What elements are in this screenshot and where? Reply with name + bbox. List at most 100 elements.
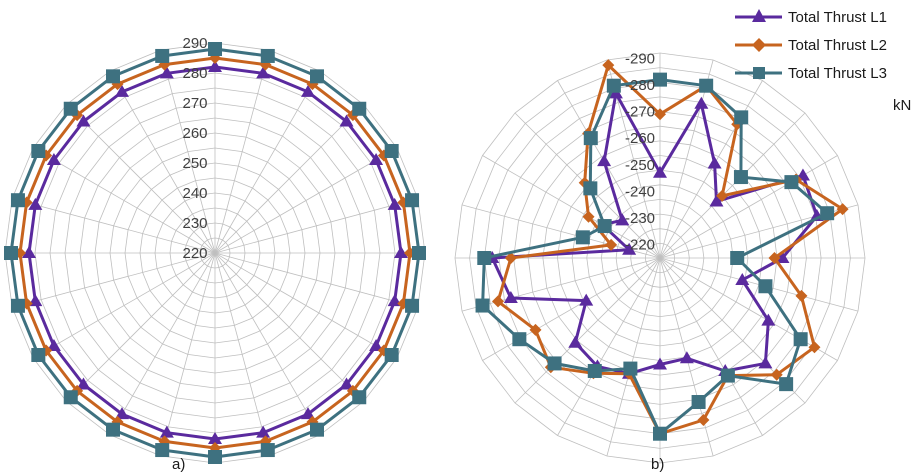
- data-point-l3-b: [779, 377, 794, 392]
- data-point-l1-a: [387, 197, 402, 210]
- data-point-l3-b: [720, 368, 735, 383]
- data-point-l1-b: [653, 165, 667, 178]
- legend-item-l3: Total Thrust L3: [735, 65, 887, 82]
- data-point-l3-a: [405, 298, 420, 313]
- grid-spoke: [109, 70, 216, 254]
- tick-label: 240: [182, 185, 207, 202]
- grid-spoke: [514, 257, 661, 404]
- grid-spoke: [214, 147, 398, 254]
- data-point-l3-b: [691, 395, 706, 410]
- data-point-l3-b: [512, 332, 527, 347]
- grid-spoke: [557, 257, 661, 436]
- data-point-l1-b: [709, 194, 724, 207]
- data-point-l1-b: [653, 357, 667, 370]
- data-point-l3-a: [63, 390, 78, 405]
- grid-spoke: [659, 112, 806, 259]
- grid-spoke: [160, 252, 216, 456]
- data-point-l3-a: [10, 298, 25, 313]
- legend-label-l3: Total Thrust L3: [788, 65, 887, 82]
- data-point-l3-a: [155, 48, 170, 63]
- data-point-l1-a: [76, 114, 91, 127]
- legend-marker-l3: [753, 67, 765, 79]
- data-point-l1-b: [694, 96, 709, 109]
- grid-spoke: [482, 257, 661, 361]
- data-point-l1-a: [159, 425, 174, 438]
- tick-label: 290: [182, 35, 207, 52]
- data-point-l3-b: [477, 251, 492, 265]
- data-point-l1-a: [339, 114, 354, 127]
- data-point-l3-b: [575, 230, 590, 245]
- grid-spoke: [214, 252, 270, 456]
- data-point-l2-b: [529, 323, 542, 336]
- unit-label: kN: [893, 97, 911, 114]
- data-point-l3-b: [758, 279, 773, 294]
- data-point-l1-a: [208, 432, 222, 444]
- grid-spoke: [214, 252, 364, 402]
- grid-spoke: [606, 257, 661, 457]
- data-point-l1-a: [394, 246, 408, 258]
- data-point-l2-b: [602, 59, 615, 72]
- grid-spoke: [659, 257, 763, 436]
- data-point-l1-a: [159, 66, 174, 79]
- data-point-l3-a: [310, 69, 324, 84]
- data-point-l2-b: [491, 295, 504, 308]
- radar-chart-b: -220 -230 -240 -250 -260 -270 -280 -290: [454, 50, 866, 464]
- grid-spoke: [557, 80, 661, 259]
- data-point-l3-b: [583, 131, 598, 146]
- data-point-l3-b: [733, 170, 748, 185]
- panel-label-b: b): [651, 456, 664, 473]
- legend-item-l2: Total Thrust L2: [735, 37, 887, 54]
- data-point-l3-b: [784, 175, 799, 190]
- data-point-l1-b: [579, 293, 594, 306]
- grid-spoke: [214, 104, 364, 254]
- grid-spoke: [659, 257, 838, 361]
- data-point-l2-b: [582, 210, 595, 223]
- data-point-l1-a: [369, 339, 384, 351]
- tick-label: -230: [625, 210, 655, 227]
- grid-spoke: [214, 70, 321, 254]
- legend-item-l1: Total Thrust L1: [735, 9, 887, 26]
- data-point-l3-b: [793, 332, 808, 347]
- data-point-l3-a: [63, 101, 78, 116]
- data-point-l3-a: [208, 42, 222, 56]
- data-point-l3-b: [583, 181, 598, 196]
- data-point-l1-a: [46, 339, 61, 351]
- data-point-l3-b: [734, 110, 749, 125]
- legend-label-l2: Total Thrust L2: [788, 37, 887, 54]
- grid-spoke: [659, 80, 763, 259]
- data-point-l1-a: [339, 377, 354, 390]
- data-point-l3-b: [653, 72, 667, 87]
- data-point-l3-a: [260, 443, 275, 458]
- data-point-l2-b: [716, 189, 729, 202]
- tick-label: -270: [625, 104, 655, 121]
- data-point-l1-a: [28, 197, 43, 210]
- grid-spoke: [66, 104, 216, 254]
- data-point-l1-b: [707, 156, 722, 169]
- data-point-l1-b: [735, 273, 750, 286]
- grid-spoke: [214, 252, 321, 436]
- grid-spoke: [32, 252, 216, 359]
- grid-spoke: [160, 50, 216, 254]
- data-point-l3-a: [352, 101, 367, 116]
- data-point-l1-a: [76, 377, 91, 390]
- data-point-l1-a: [301, 84, 315, 97]
- tick-label: 220: [182, 245, 207, 262]
- data-point-l2-b: [795, 289, 808, 302]
- tick-label: -250: [625, 157, 655, 174]
- grid-spoke: [659, 155, 838, 259]
- grid-spoke: [12, 198, 216, 254]
- data-point-l2-b: [836, 203, 849, 216]
- data-point-l1-b: [679, 351, 694, 364]
- tick-label: -220: [625, 237, 655, 254]
- tick-label: 260: [182, 125, 207, 142]
- data-point-l2-b: [697, 414, 710, 427]
- data-point-l3-a: [10, 193, 25, 208]
- tick-label: 270: [182, 95, 207, 112]
- grid-spoke: [214, 50, 270, 254]
- data-point-l3-a: [4, 246, 18, 260]
- data-point-l2-b: [654, 108, 666, 121]
- data-point-l1-a: [46, 153, 61, 165]
- data-point-l3-a: [106, 422, 120, 437]
- tick-label: 250: [182, 155, 207, 172]
- grid-spoke: [214, 252, 418, 308]
